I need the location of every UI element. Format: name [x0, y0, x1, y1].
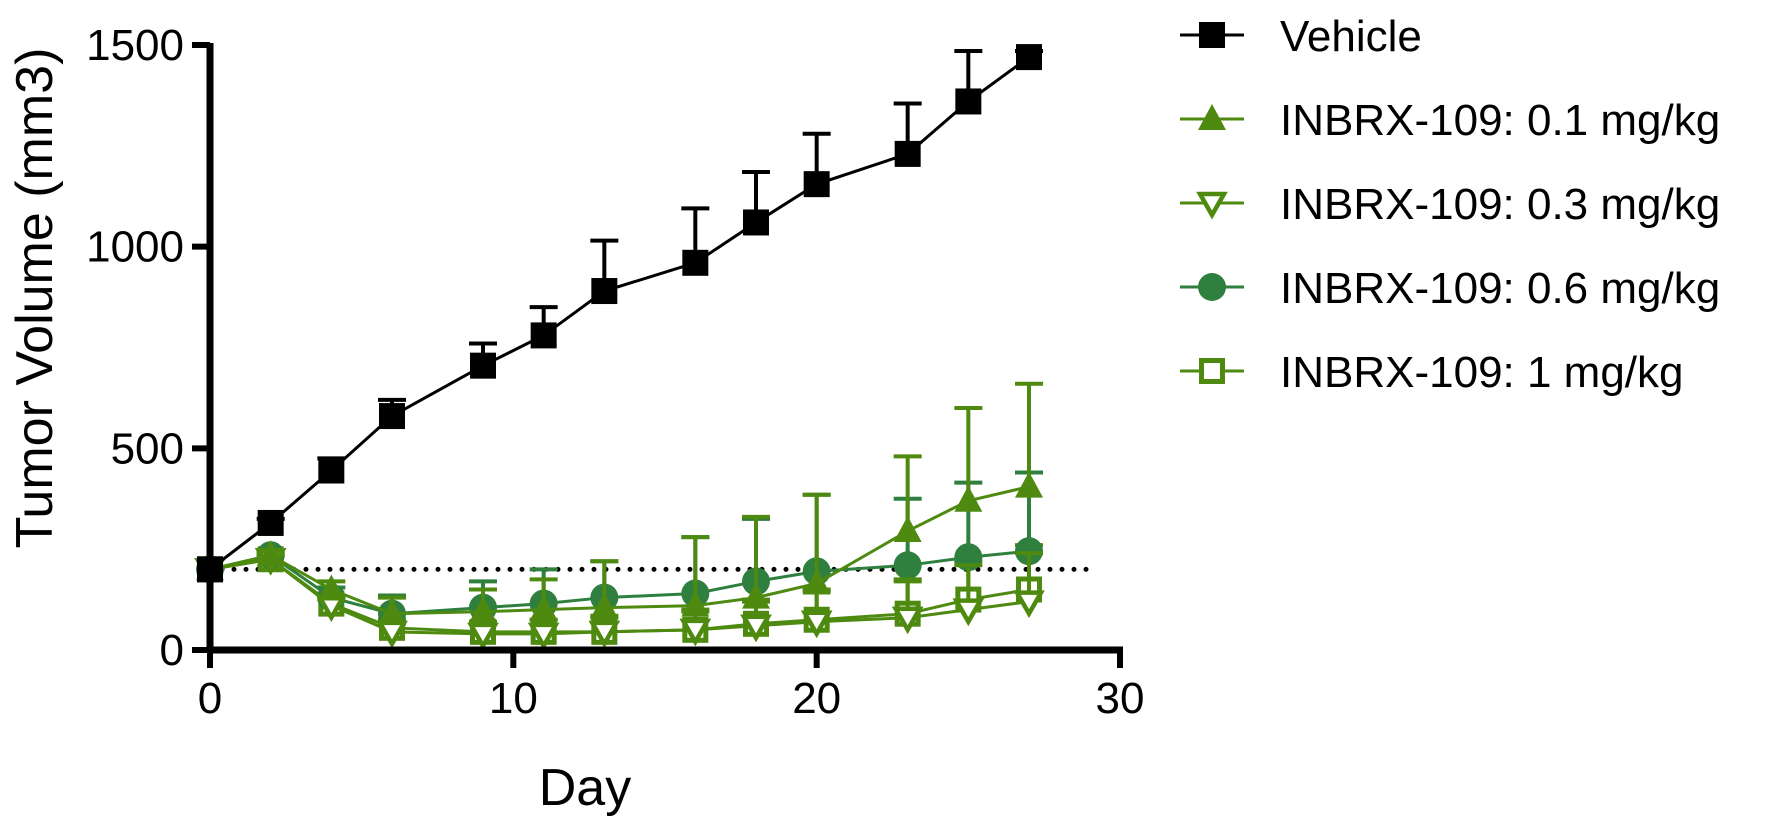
- x-tick-label: 30: [1096, 674, 1145, 723]
- data-point: [469, 596, 497, 623]
- data-point: [742, 582, 770, 609]
- data-point: [740, 614, 772, 643]
- legend-marker: [1199, 22, 1225, 48]
- data-point: [802, 568, 831, 595]
- data-point: [800, 610, 833, 639]
- data-point: [467, 622, 499, 651]
- data-point: [679, 618, 712, 647]
- data-point: [1013, 590, 1045, 619]
- y-tick-label: 500: [111, 424, 184, 473]
- data-point: [529, 594, 558, 621]
- legend-label: INBRX-109: 0.6 mg/kg: [1280, 264, 1720, 313]
- legend-label: INBRX-109: 0.3 mg/kg: [1280, 180, 1720, 229]
- data-point: [681, 590, 710, 617]
- data-point: [894, 140, 921, 167]
- data-point: [318, 457, 345, 484]
- data-point: [955, 88, 982, 115]
- data-point: [470, 352, 496, 379]
- data-point: [588, 620, 621, 649]
- legend-marker: [1198, 273, 1226, 301]
- data-point: [530, 322, 557, 349]
- data-point: [1015, 471, 1043, 498]
- data-point: [257, 509, 284, 536]
- data-point: [954, 485, 983, 512]
- legend-label: INBRX-109: 0.1 mg/kg: [1280, 96, 1720, 145]
- data-point: [379, 403, 405, 430]
- legend-item-4: INBRX-109: 1 mg/kg: [1180, 348, 1684, 397]
- legend-item-2: INBRX-109: 0.3 mg/kg: [1180, 180, 1720, 229]
- data-point: [378, 598, 406, 625]
- data-point: [1016, 44, 1042, 71]
- series-0: [197, 44, 1043, 583]
- y-tick-label: 1000: [86, 223, 184, 272]
- data-point: [803, 171, 830, 198]
- legend-label: INBRX-109: 1 mg/kg: [1280, 348, 1684, 397]
- data-point: [952, 598, 985, 627]
- data-point: [682, 249, 709, 276]
- data-point: [893, 516, 922, 543]
- data-point: [591, 278, 618, 305]
- legend-label: Vehicle: [1280, 12, 1422, 61]
- legend: Vehicle INBRX-109: 0.1 mg/kg INBRX-109: 0.…: [1180, 12, 1720, 397]
- plot-area: 0 500 1000 1500 0 10 20 30: [86, 21, 1144, 723]
- data-point: [256, 540, 285, 567]
- data-point: [527, 622, 560, 651]
- data-point: [1015, 537, 1043, 566]
- data-point: [891, 606, 924, 635]
- x-tick-label: 20: [792, 674, 841, 723]
- legend-marker: [1199, 358, 1225, 384]
- y-tick-label: 0: [160, 626, 184, 675]
- data-point: [893, 551, 922, 580]
- legend-marker: [1198, 104, 1226, 130]
- x-axis-title: Day: [539, 759, 631, 817]
- legend-item-0: Vehicle: [1180, 12, 1422, 61]
- y-axis-title: Tumor Volume (mm3): [6, 48, 64, 549]
- data-point: [317, 574, 346, 601]
- legend-item-3: INBRX-109: 0.6 mg/kg: [1180, 264, 1720, 313]
- legend-item-1: INBRX-109: 0.1 mg/kg: [1180, 96, 1720, 145]
- data-point: [743, 209, 769, 236]
- x-tick-label: 10: [489, 674, 538, 723]
- y-tick-label: 1500: [86, 21, 184, 70]
- x-tick-label: 0: [198, 674, 222, 723]
- legend-marker: [1196, 191, 1228, 220]
- data-point: [590, 592, 619, 619]
